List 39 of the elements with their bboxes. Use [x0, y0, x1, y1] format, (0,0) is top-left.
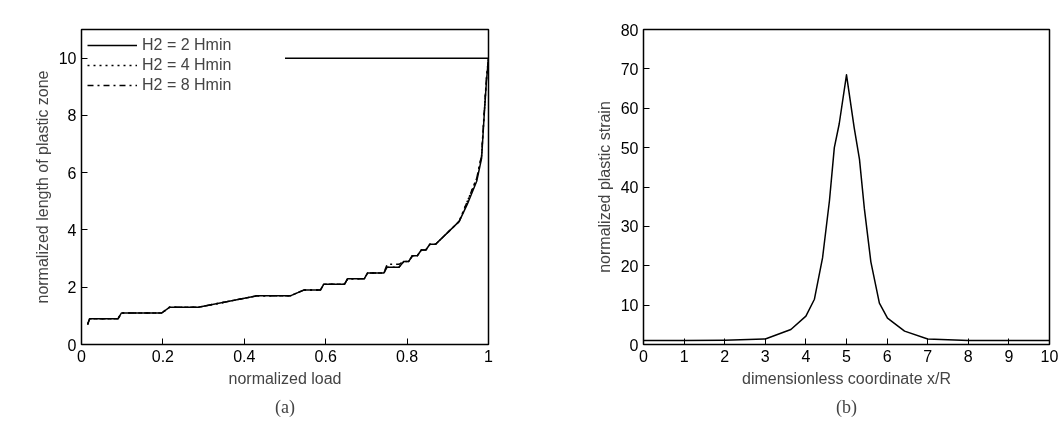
- x-tick-label: 3: [760, 347, 770, 365]
- y-axis-title: normalized plastic strain: [595, 101, 613, 273]
- y-tick-label: 20: [620, 257, 639, 275]
- x-axis-title: normalized load: [228, 369, 342, 387]
- x-tick-label: 0.8: [395, 347, 419, 365]
- y-tick-label: 0: [67, 336, 77, 354]
- y-tick-label: 80: [620, 21, 639, 39]
- x-axis-title: dimensionless coordinate x/R: [742, 369, 951, 387]
- x-tick-label: 0.2: [151, 347, 175, 365]
- x-tick-label: 7: [923, 347, 933, 365]
- y-tick-label: 70: [620, 60, 639, 78]
- y-tick-label: 40: [620, 179, 639, 196]
- y-tick-label: 50: [620, 139, 639, 157]
- y-tick-label: 60: [620, 100, 639, 118]
- x-tick-label: 9: [1004, 347, 1014, 365]
- x-tick-label: 10: [1040, 347, 1059, 365]
- y-tick-label: 30: [620, 218, 639, 236]
- x-tick-label: 2: [720, 347, 730, 365]
- x-tick-label: 5: [842, 347, 852, 365]
- text: (a): [275, 396, 295, 418]
- legend-label: H2 = 2 Hmin: [142, 36, 232, 54]
- y-tick-label: 2: [67, 279, 77, 297]
- x-tick-label: 0.6: [314, 347, 337, 365]
- x-tick-label: 0.4: [233, 347, 256, 365]
- y-tick-label: 0: [629, 336, 639, 354]
- y-tick-label: 4: [67, 221, 77, 239]
- x-tick-label: 1: [484, 347, 494, 365]
- y-axis-title: normalized length of plastic zone: [33, 70, 51, 304]
- y-tick-label: 8: [67, 107, 77, 125]
- x-tick-label: 8: [963, 347, 973, 365]
- x-tick-label: 1: [679, 347, 689, 365]
- x-tick-label: 6: [882, 347, 892, 365]
- legend-label: H2 = 4 Hmin: [142, 56, 232, 74]
- text: (b): [836, 396, 858, 418]
- y-tick-label: 10: [620, 297, 639, 315]
- y-tick-label: 6: [67, 164, 77, 182]
- y-tick-label: 10: [58, 50, 77, 68]
- legend-label: H2 = 8 Hmin: [142, 76, 232, 94]
- x-tick-label: 4: [801, 347, 811, 365]
